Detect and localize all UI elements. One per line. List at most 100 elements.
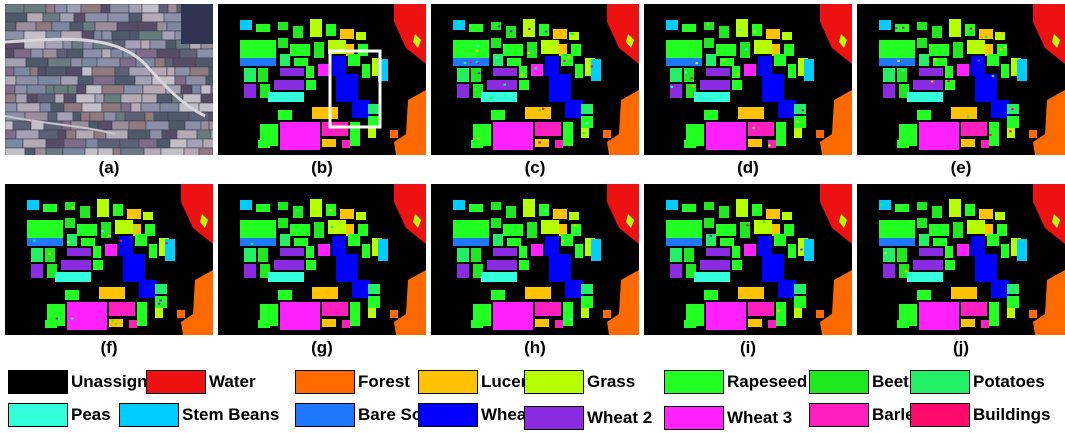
field-rapeseed — [684, 140, 696, 148]
image-field — [5, 102, 18, 113]
field-lucern — [553, 209, 567, 219]
field-lucern — [340, 29, 354, 39]
field-rapeseed — [774, 234, 786, 246]
image-field — [15, 93, 28, 104]
image-field — [202, 138, 213, 149]
image-field — [196, 48, 213, 59]
image-field — [69, 21, 84, 32]
image-field — [30, 48, 44, 59]
image-field — [14, 84, 28, 95]
field-wheat-2 — [280, 68, 304, 76]
image-field — [144, 111, 155, 122]
field-rapeseed — [348, 234, 360, 246]
forest-region — [603, 130, 611, 138]
image-field — [120, 102, 132, 113]
field-rapeseed — [278, 290, 292, 300]
forest-region — [390, 130, 398, 138]
field-beet — [278, 22, 288, 30]
image-field — [97, 147, 114, 155]
image-field — [158, 4, 169, 14]
noise-speck — [739, 28, 742, 31]
image-field — [161, 129, 178, 140]
noise-speck — [569, 32, 573, 35]
legend-item-bare-soil: Bare Soil — [295, 401, 432, 429]
noise-speck — [458, 73, 461, 76]
panel-label-c: (c) — [524, 158, 546, 177]
legend-item-grass: Grass — [524, 368, 635, 396]
noise-speck — [753, 30, 756, 33]
image-field — [184, 120, 202, 131]
image-field — [81, 57, 98, 68]
field-peas — [694, 272, 730, 282]
image-field — [45, 84, 55, 95]
field-rapeseed — [77, 224, 97, 236]
noise-speck — [709, 234, 712, 237]
field-potatoes — [244, 68, 256, 82]
image-field — [67, 84, 78, 95]
image-field — [119, 57, 137, 68]
field-potatoes — [493, 54, 503, 66]
image-field — [137, 21, 158, 32]
field-wheat — [545, 236, 559, 256]
field-wheat-3 — [919, 122, 959, 150]
legend-swatch — [664, 406, 724, 430]
image-field — [15, 21, 37, 32]
field-grass — [523, 199, 535, 217]
field-wheat-3 — [706, 122, 746, 150]
field-rapeseed — [507, 58, 521, 66]
field-lucern — [748, 319, 762, 327]
image-field — [101, 30, 113, 41]
image-field — [183, 147, 200, 155]
field-potatoes — [919, 234, 929, 246]
field-wheat-2 — [706, 248, 730, 256]
field-beet — [917, 202, 927, 210]
field-rapeseed — [897, 140, 909, 148]
field-barley — [748, 302, 774, 316]
field-rapeseed — [784, 224, 794, 236]
field-rapeseed — [965, 24, 975, 36]
image-field — [114, 75, 136, 86]
image-field — [36, 93, 56, 104]
image-field — [5, 93, 17, 104]
field-wheat-2 — [61, 260, 91, 270]
image-field — [196, 129, 212, 140]
image-field — [80, 111, 91, 122]
water-region — [1033, 4, 1065, 64]
field-stem-beans — [591, 239, 601, 261]
image-field — [172, 57, 197, 68]
noise-speck — [114, 322, 118, 325]
field-lucern — [559, 224, 567, 236]
field-lucern — [766, 29, 780, 39]
field-wheat-3 — [744, 244, 756, 256]
noise-speck — [1011, 108, 1014, 111]
field-wheat-3 — [957, 244, 969, 256]
noise-speck — [575, 69, 578, 72]
noise-speck — [582, 132, 585, 135]
field-rapeseed — [135, 234, 147, 246]
grass-region — [413, 214, 421, 228]
field-grass — [1007, 128, 1015, 138]
image-field — [12, 120, 32, 131]
noise-speck — [70, 317, 74, 320]
field-rapeseed — [732, 260, 742, 270]
field-potatoes — [67, 234, 77, 246]
image-field — [101, 48, 112, 59]
image-field — [135, 48, 158, 59]
field-potatoes — [457, 248, 469, 262]
noise-speck — [969, 27, 973, 30]
image-field — [63, 138, 87, 149]
field-wheat-2 — [493, 68, 517, 76]
field-grass — [794, 308, 802, 318]
field-lucern — [748, 139, 762, 147]
field-grass — [310, 19, 322, 37]
field-wheat — [336, 74, 358, 102]
field-wheat-3 — [706, 302, 746, 330]
field-grass — [569, 32, 579, 40]
field-beet — [719, 206, 729, 218]
field-rapeseed — [258, 140, 270, 148]
field-rapeseed — [897, 320, 909, 328]
field-wheat — [762, 254, 784, 282]
field-wheat-2 — [700, 80, 730, 90]
field-barley — [981, 320, 989, 328]
field-rapeseed — [155, 296, 167, 308]
